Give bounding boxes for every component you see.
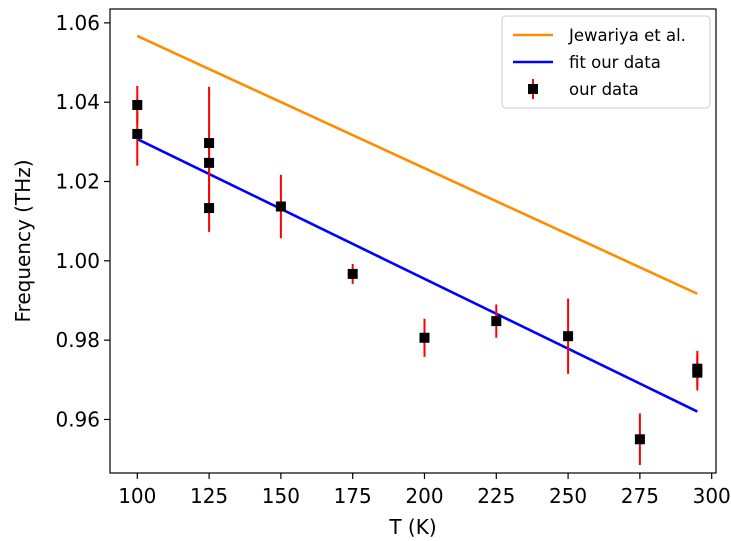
x-tick-label: 300	[693, 484, 731, 508]
legend-box	[501, 15, 711, 109]
legend: Jewariya et al. fit our data our data	[501, 15, 711, 109]
x-tick-label: 100	[118, 484, 156, 508]
y-tick-label: 1.06	[55, 11, 100, 35]
data-point	[419, 332, 430, 343]
data-point	[491, 316, 502, 327]
data-point	[347, 268, 358, 279]
y-tick-label: 1.02	[55, 170, 100, 194]
x-tick-label: 250	[549, 484, 587, 508]
series-line-jewariya	[136, 34, 698, 295]
data-point	[275, 201, 286, 212]
x-tick-label: 150	[262, 484, 300, 508]
x-tick-label: 275	[621, 484, 659, 508]
legend-label-ourdata: our data	[569, 80, 639, 99]
x-tick-label: 200	[405, 484, 443, 508]
data-point	[132, 99, 143, 110]
y-tick-label: 0.98	[55, 328, 100, 352]
y-tick-label: 0.96	[55, 407, 100, 431]
x-tick-label: 225	[477, 484, 515, 508]
x-axis-title: T (K)	[388, 515, 436, 539]
axes-ticks: 100 125 150 175 200 225 250 275 300 0.96 0.98 1.00 1…	[55, 11, 730, 508]
x-tick-label: 125	[190, 484, 228, 508]
data-point	[204, 157, 215, 168]
legend-label-jewariya: Jewariya et al.	[568, 26, 686, 45]
plot-area	[132, 34, 703, 466]
y-axis-title: Frequency (THz)	[11, 159, 35, 322]
y-tick-label: 1.04	[55, 90, 100, 114]
legend-label-fit: fit our data	[569, 53, 661, 72]
x-tick-label: 175	[334, 484, 372, 508]
data-point	[563, 331, 574, 342]
legend-marker-ourdata	[528, 84, 538, 94]
data-point	[204, 138, 215, 149]
data-point	[132, 128, 143, 139]
y-tick-label: 1.00	[55, 249, 100, 273]
series-line-fit	[136, 137, 698, 413]
data-point	[634, 434, 645, 445]
data-point	[204, 203, 215, 214]
plot-frame	[109, 8, 717, 474]
data-point	[692, 367, 703, 378]
